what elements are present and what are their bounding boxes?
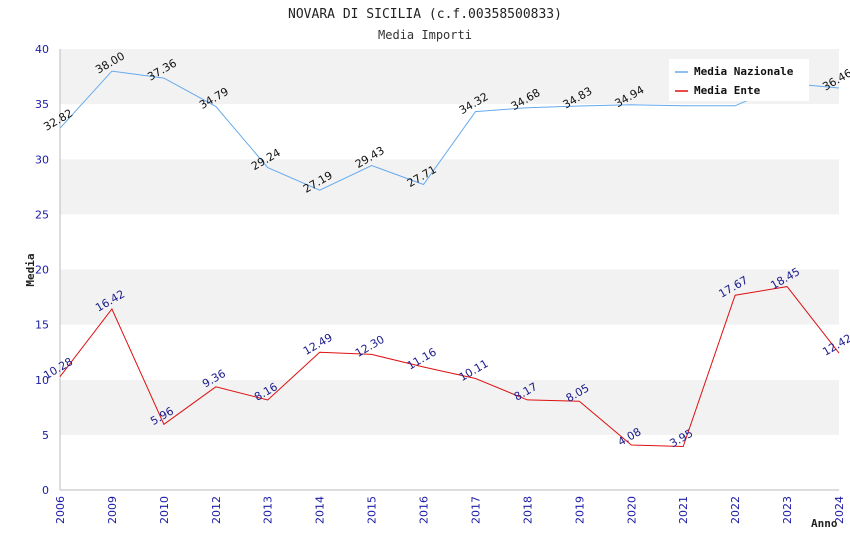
legend: Media Nazionale Media Ente — [669, 59, 809, 101]
x-tick-label: 2015 — [366, 496, 379, 524]
grid-band — [60, 214, 839, 270]
chart-subtitle: Media Importi — [378, 28, 472, 42]
chart-title: NOVARA DI SICILIA (c.f.00358500833) — [288, 7, 562, 22]
x-tick-label: 2019 — [573, 496, 586, 524]
x-tick-label: 2009 — [106, 496, 119, 524]
y-tick-label: 40 — [35, 43, 49, 56]
grid-band — [60, 434, 839, 490]
grid-band — [60, 104, 839, 160]
series-line-media-ente — [59, 286, 840, 448]
x-tick-label: 2012 — [210, 496, 223, 524]
x-tick-label: 2023 — [781, 496, 794, 524]
y-tick-label: 35 — [35, 98, 49, 111]
grid-band — [60, 159, 839, 215]
legend-label-media-nazionale: Media Nazionale — [694, 65, 794, 78]
x-tick-label: 2024 — [833, 496, 846, 524]
y-tick-label: 20 — [35, 264, 49, 277]
grid-bands — [60, 49, 839, 490]
x-tick-label: 2018 — [521, 496, 534, 524]
legend-label-media-ente: Media Ente — [694, 84, 761, 97]
x-tick-label: 2014 — [314, 496, 327, 524]
y-tick-labels: 0 5 10 15 20 25 30 35 40 — [35, 43, 49, 497]
x-tick-label: 2016 — [418, 496, 431, 524]
x-tick-label: 2006 — [54, 496, 67, 524]
y-tick-label: 10 — [35, 374, 49, 387]
x-tick-label: 2010 — [158, 496, 171, 524]
x-tick-label: 2013 — [262, 496, 275, 524]
x-tick-label: 2020 — [625, 496, 638, 524]
y-axis-label: Media — [24, 253, 37, 286]
legend-box — [669, 59, 809, 101]
x-axis-label: Anno — [811, 517, 838, 530]
axes — [59, 49, 839, 491]
x-tick-label: 2021 — [677, 496, 690, 524]
grid-band — [60, 269, 839, 325]
x-tick-labels: 2006 2009 2010 2012 2013 2014 2015 2016 2017 2018… — [54, 496, 846, 524]
y-tick-label: 5 — [42, 429, 49, 442]
y-tick-label: 25 — [35, 208, 49, 221]
x-tick-label: 2017 — [469, 496, 482, 524]
grid-band — [60, 379, 839, 435]
y-tick-label: 15 — [35, 319, 49, 332]
y-tick-label: 30 — [35, 153, 49, 166]
x-tick-label: 2022 — [729, 496, 742, 524]
y-tick-label: 0 — [42, 484, 49, 497]
series-line-media-nazionale — [59, 70, 840, 191]
